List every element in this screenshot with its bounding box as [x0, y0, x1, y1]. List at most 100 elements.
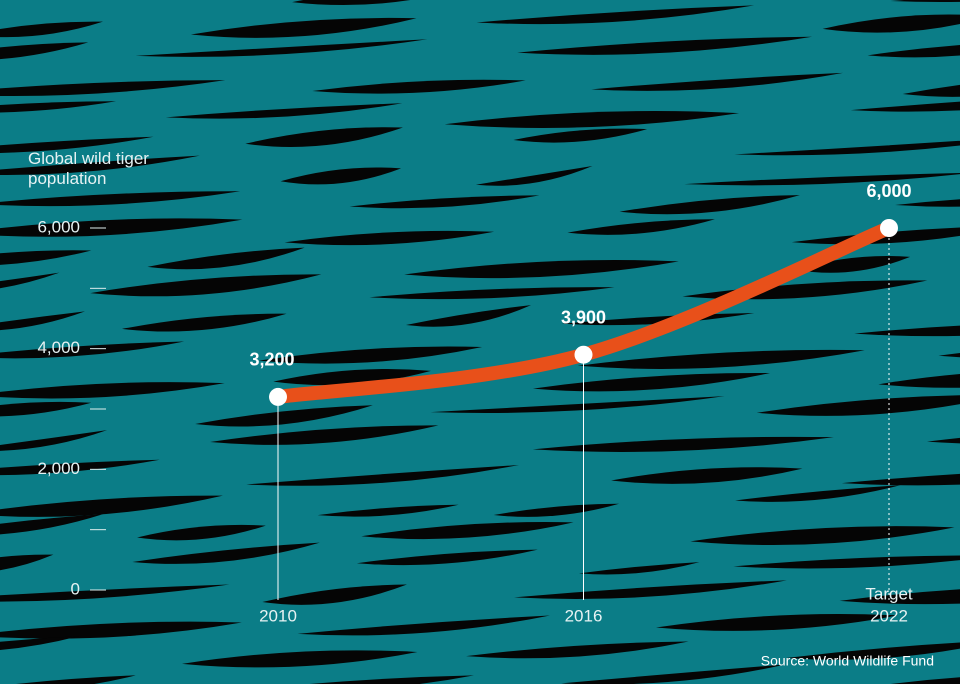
- stripe: [0, 636, 79, 650]
- point: [880, 219, 898, 237]
- value-label: 3,900: [561, 307, 606, 327]
- y-axis-label-line: population: [28, 169, 106, 188]
- stripe: [121, 313, 287, 332]
- stripe: [926, 437, 960, 444]
- stripe: [0, 459, 160, 476]
- stripe: [0, 311, 85, 331]
- stripe: [262, 584, 407, 605]
- stripe: [349, 195, 540, 209]
- stripe: [795, 255, 911, 273]
- stripe: [0, 401, 92, 417]
- stripe: [0, 621, 242, 639]
- stripe: [591, 72, 843, 91]
- stripe: [684, 173, 960, 186]
- stripe: [878, 374, 960, 388]
- stripe: [280, 167, 402, 185]
- y-tick-label: 2,000: [37, 459, 80, 478]
- stripe: [210, 425, 439, 445]
- stripe: [561, 664, 786, 684]
- stripe: [532, 372, 770, 392]
- stripe: [0, 382, 225, 399]
- stripe: [579, 562, 700, 575]
- y-tick-label: 6,000: [37, 217, 80, 236]
- stripe: [165, 103, 403, 119]
- stripe: [0, 42, 89, 60]
- stripe: [733, 555, 960, 569]
- stripe: [0, 250, 92, 265]
- stripe: [822, 14, 960, 33]
- stripe: [356, 549, 538, 566]
- stripe: [0, 430, 108, 451]
- stripe: [841, 473, 960, 486]
- stripe: [514, 580, 787, 599]
- stripe: [786, 642, 960, 660]
- stripe: [195, 405, 373, 427]
- stripe: [0, 218, 243, 237]
- stripe: [0, 341, 185, 359]
- stripe: [0, 584, 230, 602]
- stripe: [181, 650, 418, 668]
- x-tick-label: 2022: [870, 606, 908, 625]
- stripe: [938, 353, 960, 358]
- stripe: [577, 349, 865, 369]
- stripe: [655, 614, 898, 631]
- stripe: [190, 17, 417, 38]
- stripe: [513, 128, 648, 143]
- value-label: 3,200: [249, 350, 294, 370]
- stripe: [258, 346, 483, 364]
- point: [269, 387, 287, 406]
- stripe: [284, 230, 495, 246]
- stripe: [0, 272, 60, 289]
- stripe: [619, 195, 800, 215]
- y-tick-label: 0: [71, 579, 80, 598]
- y-tick-label: 4,000: [37, 338, 80, 357]
- x-annotation: Target: [865, 584, 913, 603]
- stripe: [312, 79, 526, 94]
- stripe: [0, 191, 241, 207]
- stripe: [839, 589, 960, 605]
- stripe: [532, 436, 834, 452]
- stripe: [317, 504, 459, 517]
- stripe: [297, 615, 550, 636]
- stripe: [0, 80, 226, 97]
- x-tick-label: 2016: [565, 606, 603, 625]
- stripe: [0, 155, 200, 175]
- stripe: [0, 101, 117, 113]
- stripe: [15, 675, 136, 684]
- stripe: [369, 287, 615, 300]
- stripe: [476, 5, 755, 25]
- stripe: [132, 542, 320, 564]
- stripe: [690, 526, 955, 546]
- stripe: [273, 368, 431, 386]
- stripe: [854, 325, 960, 337]
- stripe: [444, 110, 740, 128]
- stripe: [135, 39, 428, 57]
- stripe: [867, 45, 960, 58]
- stripe: [292, 0, 411, 6]
- stripe: [0, 136, 154, 153]
- stripe: [309, 675, 474, 684]
- stripe: [361, 522, 574, 540]
- stripe: [850, 101, 960, 112]
- plot: Global wild tiger population 0 2,000 4,000 6,…: [28, 149, 934, 668]
- stripe: [0, 21, 104, 38]
- stripe: [493, 503, 620, 517]
- stripe: [147, 247, 305, 270]
- stripe: [246, 465, 519, 486]
- stripe: [567, 219, 715, 235]
- y-axis-label: Global wild tiger population: [28, 149, 149, 188]
- stripe: [895, 199, 960, 207]
- stripe: [430, 396, 725, 414]
- value-label: 6,000: [866, 181, 911, 201]
- stripe: [734, 140, 960, 156]
- stripe: [0, 554, 54, 571]
- stripe: [611, 467, 803, 484]
- point: [574, 345, 593, 364]
- stripe: [404, 260, 679, 279]
- stripe: [405, 305, 532, 327]
- stripe: [735, 485, 901, 502]
- stripe: [756, 395, 960, 416]
